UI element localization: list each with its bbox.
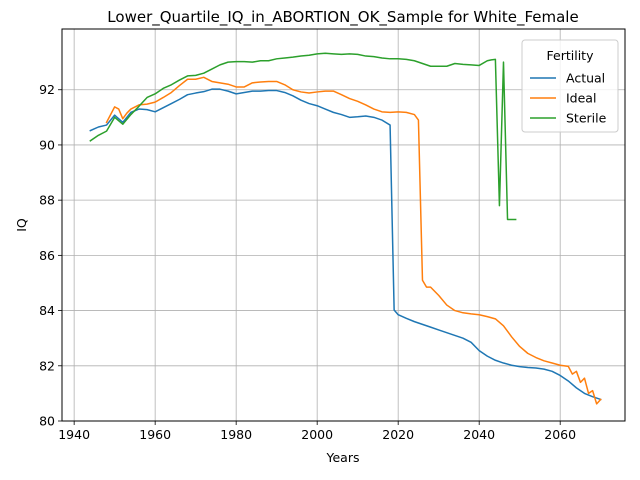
x-tick-label: 2060 (544, 427, 576, 442)
legend: Fertility Actual Ideal Sterile (521, 39, 619, 133)
x-tick-label: 1980 (220, 427, 252, 442)
legend-label-actual: Actual (566, 71, 605, 86)
x-tick-label: 2040 (463, 427, 495, 442)
x-tick-label: 2020 (382, 427, 414, 442)
series-line-actual (89, 88, 602, 401)
y-tick-label: 82 (39, 358, 55, 373)
y-axis-ticks: 80 82 84 86 88 90 92 (39, 82, 62, 429)
y-tick-label: 84 (39, 303, 55, 318)
legend-title: Fertility (547, 48, 595, 63)
legend-box (521, 39, 619, 133)
series-line-ideal (105, 76, 602, 405)
y-tick-label: 92 (39, 82, 55, 97)
y-tick-label: 80 (39, 414, 55, 429)
y-tick-label: 86 (39, 248, 55, 263)
x-axis-ticks: 1940 1960 1980 2000 2020 2040 2060 (58, 421, 576, 442)
y-tick-label: 88 (39, 193, 55, 208)
legend-label-sterile: Sterile (566, 111, 607, 126)
x-tick-label: 1960 (139, 427, 171, 442)
legend-entries: Actual Ideal Sterile (530, 71, 607, 126)
x-tick-label: 1940 (58, 427, 90, 442)
legend-label-ideal: Ideal (566, 91, 596, 106)
plot-frame (61, 28, 626, 422)
y-tick-label: 90 (39, 137, 55, 152)
chart-title: Lower_Quartile_IQ_in_ABORTION_OK_Sample … (107, 8, 578, 27)
x-tick-label: 2000 (301, 427, 333, 442)
x-axis-label: Years (326, 450, 360, 465)
y-axis-label: IQ (14, 218, 29, 232)
series-line-sterile (89, 52, 517, 221)
series-lines (89, 52, 602, 405)
